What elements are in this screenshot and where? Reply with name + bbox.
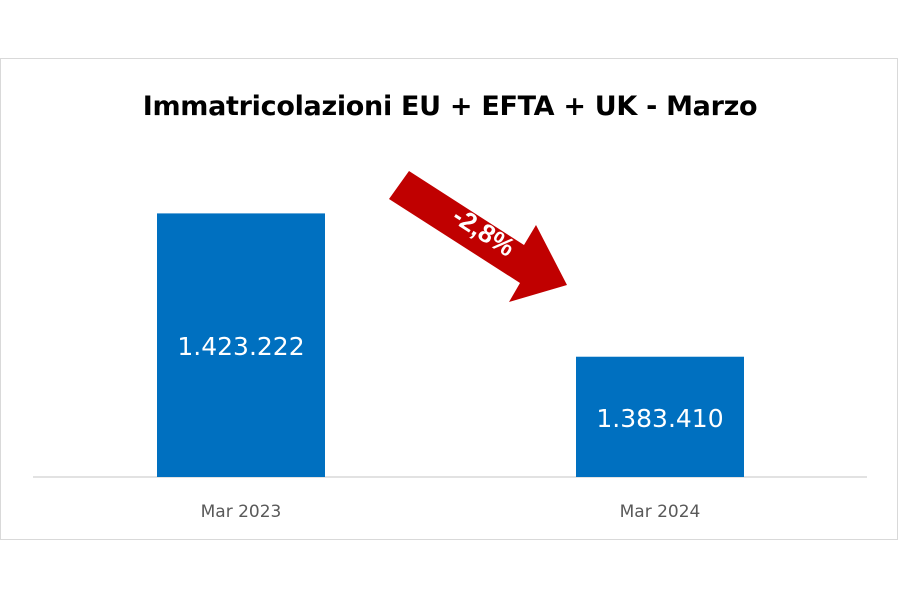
bar-mar-2023 [157, 213, 325, 477]
x-tick-label: Mar 2024 [620, 502, 701, 522]
chart-frame: Immatricolazioni EU + EFTA + UK - Marzo … [0, 58, 898, 540]
x-tick-label: Mar 2023 [201, 502, 282, 522]
trend-arrow: -2,8% [389, 171, 567, 302]
bar-value-label: 1.383.410 [596, 404, 723, 433]
bar-chart: -2,8% 1.423.222 Mar 2023 1.383.410 Mar 2024 [33, 171, 867, 522]
chart-title: Immatricolazioni EU + EFTA + UK - Marzo [142, 91, 758, 122]
bar-mar-2024 [576, 356, 744, 477]
down-arrow-icon [389, 171, 567, 302]
bar-value-label: 1.423.222 [177, 332, 304, 361]
